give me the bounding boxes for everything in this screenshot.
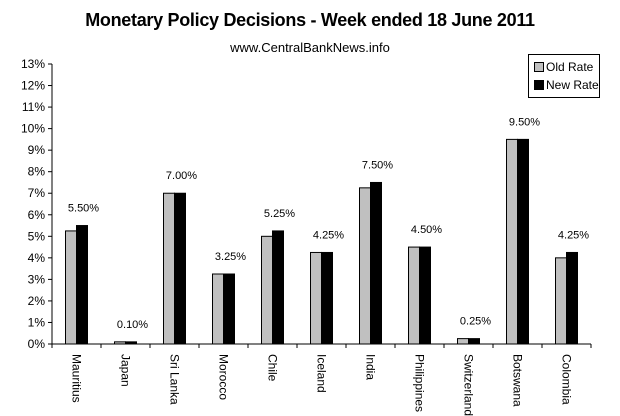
category-label: Botswana <box>511 354 525 407</box>
legend-label-old-rate: Old Rate <box>546 60 594 74</box>
y-tick-label: 8% <box>28 165 46 179</box>
bar-new-rate-morocco <box>223 273 235 345</box>
category-label: Japan <box>119 354 133 387</box>
bar-old-rate-switzerland <box>457 338 469 345</box>
new-rate-swatch <box>534 80 544 90</box>
y-tick-label: 0% <box>28 337 46 351</box>
y-axis: 0% 1% 2% 3% 4% 5% 6% 7% 8% 9% 10% 11% 12% 13% <box>21 57 53 351</box>
bar-new-rate-india <box>370 181 382 345</box>
y-tick-label: 5% <box>28 229 46 243</box>
bar-old-rate-colombia <box>555 257 567 345</box>
bar-new-rate-colombia <box>566 251 578 345</box>
y-tick-label: 6% <box>28 208 46 222</box>
y-tick-label: 2% <box>28 294 46 308</box>
category-label: Iceland <box>315 354 329 393</box>
category-label: Philippines <box>413 354 427 412</box>
category-label: Switzerland <box>462 354 476 416</box>
data-label: 9.50% <box>509 116 540 128</box>
y-tick-label: 12% <box>21 79 45 93</box>
bar-old-rate-sri-lanka <box>163 192 175 345</box>
category-label: Mauritius <box>70 354 84 403</box>
y-tick-label: 10% <box>21 122 45 136</box>
category-label: India <box>364 354 378 380</box>
category-label: Morocco <box>217 354 231 400</box>
data-label: 4.25% <box>558 229 589 241</box>
category-label: Sri Lanka <box>168 354 182 405</box>
data-label: 0.25% <box>460 316 491 328</box>
y-tick-label: 13% <box>21 57 45 71</box>
category-label: Colombia <box>560 354 574 405</box>
bar-new-rate-philippines <box>419 246 431 345</box>
bar-new-rate-botswana <box>517 138 529 345</box>
y-tick-label: 7% <box>28 186 46 200</box>
data-label: 3.25% <box>215 251 246 263</box>
category-labels: Mauritius Japan Sri Lanka Morocco Chile Icela… <box>70 354 574 416</box>
bar-old-rate-chile <box>261 235 273 345</box>
bar-new-rate-sri-lanka <box>174 192 186 345</box>
legend: Old Rate New Rate <box>528 54 600 98</box>
bar-old-rate-japan <box>114 341 126 345</box>
old-rate-swatch <box>534 62 544 72</box>
x-axis <box>51 343 592 348</box>
bar-old-rate-morocco <box>212 273 224 345</box>
bar-new-rate-chile <box>272 230 284 345</box>
y-tick-label: 1% <box>28 315 46 329</box>
data-label: 0.10% <box>117 319 148 331</box>
data-label: 5.25% <box>264 208 295 220</box>
bar-old-rate-philippines <box>408 246 420 345</box>
bar-new-rate-japan <box>125 341 137 345</box>
y-tick-label: 4% <box>28 251 46 265</box>
legend-label-new-rate: New Rate <box>546 78 599 92</box>
data-label: 5.50% <box>68 203 99 215</box>
bar-new-rate-switzerland <box>468 338 480 345</box>
data-label: 4.50% <box>411 224 442 236</box>
chart-title: Monetary Policy Decisions - Week ended 1… <box>85 10 535 30</box>
bar-old-rate-iceland <box>310 251 322 345</box>
bar-new-rate-iceland <box>321 251 333 345</box>
bar-old-rate-botswana <box>506 138 518 345</box>
data-label: 7.00% <box>166 170 197 182</box>
legend-item-new-rate: New Rate <box>534 77 599 93</box>
y-tick-label: 9% <box>28 143 46 157</box>
data-label: 7.50% <box>362 159 393 171</box>
legend-item-old-rate: Old Rate <box>534 59 593 75</box>
bar-old-rate-india <box>359 187 371 345</box>
chart-subtitle: www.CentralBankNews.info <box>230 40 390 55</box>
y-tick-label: 11% <box>22 100 45 114</box>
category-label: Chile <box>266 354 280 382</box>
bar-new-rate-mauritius <box>76 225 88 345</box>
data-labels: 5.50% 0.10% 7.00% 3.25% 5.25% 4.25% 7.50% 4.50%… <box>68 116 589 330</box>
bars <box>65 138 578 345</box>
data-label: 4.25% <box>313 229 344 241</box>
y-tick-label: 3% <box>28 272 46 286</box>
bar-old-rate-mauritius <box>65 230 77 345</box>
